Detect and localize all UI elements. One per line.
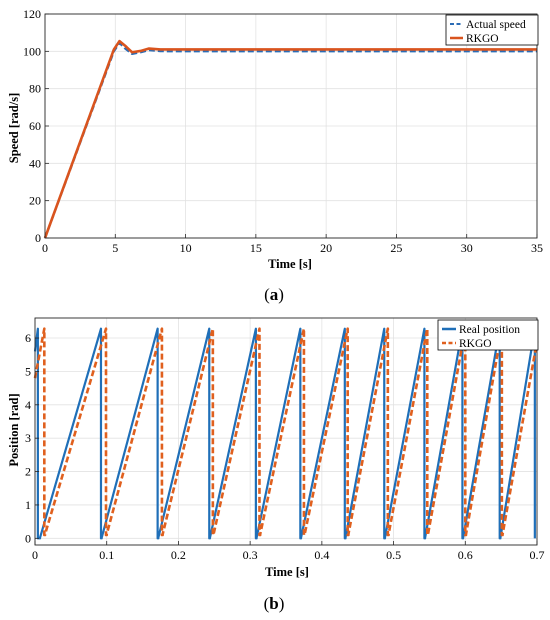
- position-chart-legend: Real position RKGO: [437, 319, 539, 351]
- position-chart-ylabel: Position [rad]: [7, 393, 21, 466]
- speed-chart-ytick-label: 100: [23, 44, 41, 58]
- speed-chart-ytick-label: 40: [29, 156, 41, 170]
- speed-chart-ytick-label: 60: [29, 119, 41, 133]
- position-chart-axes-frame: [34, 317, 538, 546]
- position-chart-xtick-label: 0.6: [458, 548, 473, 562]
- position-chart-ytick-label: 5: [25, 364, 31, 378]
- position-chart-xtick-label: 0.1: [99, 548, 114, 562]
- legend-actual-speed-label: Actual speed: [466, 19, 526, 31]
- speed-chart-xtick-label: 35: [531, 241, 543, 255]
- position-chart-plot-area: [35, 318, 537, 545]
- position-chart-xtick-label: 0.2: [171, 548, 186, 562]
- speed-chart-xtick-label: 25: [390, 241, 402, 255]
- position-chart-ytick-label: 1: [25, 498, 31, 512]
- position-chart-ytick-label: 0: [25, 531, 31, 545]
- speed-chart-ytick-label: 0: [35, 231, 41, 245]
- position-chart-series-real-position: [33, 327, 536, 540]
- legend-rkgo-label: RKGO: [466, 33, 499, 45]
- legend-real-position-label: Real position: [459, 324, 520, 336]
- caption-a: (a): [264, 285, 284, 304]
- position-chart-ytick-label: 4: [25, 398, 31, 412]
- position-chart-series-rkgo: [33, 327, 539, 537]
- speed-chart-xtick-label: 30: [461, 241, 473, 255]
- speed-chart-legend: Actual speed RKGO: [445, 14, 539, 46]
- speed-chart: 0 5 10 15 20 25 30 35 0 20 40 60 80 100 120: [23, 7, 543, 255]
- position-chart-xtick-label: 0.5: [386, 548, 401, 562]
- position-chart-ytick-label: 3: [25, 431, 31, 445]
- speed-chart-xtick-label: 20: [320, 241, 332, 255]
- speed-chart-series-rkgo: [43, 39, 537, 239]
- position-chart-xtick-label: 0.3: [243, 548, 258, 562]
- speed-chart-xtick-label: 5: [112, 241, 118, 255]
- position-chart-xtick-label: 0.4: [314, 548, 329, 562]
- speed-chart-ytick-label: 120: [23, 7, 41, 21]
- position-chart-ytick-label: 6: [25, 331, 31, 345]
- speed-chart-xtick-label: 10: [180, 241, 192, 255]
- position-chart-xlabel: Time [s]: [265, 565, 309, 579]
- speed-chart-ytick-label: 80: [29, 82, 41, 96]
- speed-chart-xtick-label: 0: [42, 241, 48, 255]
- speed-chart-xtick-label: 15: [250, 241, 262, 255]
- position-chart-xtick-label: 0: [32, 548, 38, 562]
- position-chart-xtick-label: 0.7: [530, 548, 545, 562]
- speed-chart-xlabel: Time [s]: [268, 257, 312, 271]
- legend-rkgo-b-label: RKGO: [459, 338, 492, 350]
- speed-chart-series-actual-speed: [43, 41, 537, 239]
- caption-b: (b): [264, 594, 285, 613]
- speed-chart-ylabel: Speed [rad/s]: [7, 93, 21, 164]
- position-chart: 0 0.1 0.2 0.3 0.4 0.5 0.6 0.7 0 1 2 3 4 5 6: [25, 317, 545, 562]
- speed-chart-ytick-label: 20: [29, 194, 41, 208]
- position-chart-ytick-label: 2: [25, 465, 31, 479]
